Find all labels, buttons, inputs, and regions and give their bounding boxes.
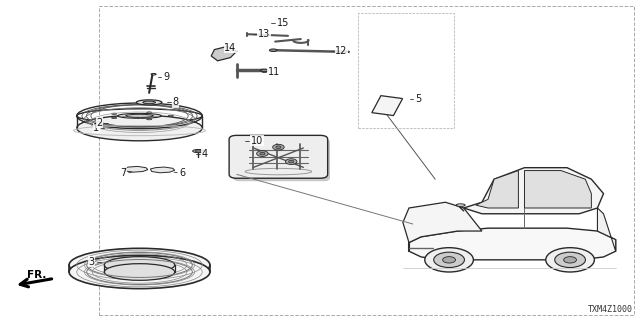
Text: 1: 1 [93,123,99,133]
Ellipse shape [136,100,162,105]
Text: 14: 14 [224,43,236,53]
Ellipse shape [193,149,204,153]
Ellipse shape [69,255,210,289]
Ellipse shape [104,264,175,280]
Polygon shape [211,46,237,61]
Text: 12: 12 [335,46,348,56]
Polygon shape [598,208,616,251]
Ellipse shape [111,113,116,115]
Polygon shape [403,202,482,243]
Ellipse shape [143,101,156,104]
Ellipse shape [151,73,156,75]
Ellipse shape [456,204,465,206]
Ellipse shape [344,51,349,53]
Ellipse shape [257,151,268,156]
FancyBboxPatch shape [234,139,330,181]
Polygon shape [476,171,518,208]
Ellipse shape [546,248,595,272]
Ellipse shape [289,160,294,163]
Polygon shape [525,171,591,208]
Ellipse shape [555,252,586,268]
Ellipse shape [118,113,161,118]
Ellipse shape [147,118,152,120]
Ellipse shape [77,115,202,141]
Text: 8: 8 [173,97,179,108]
Polygon shape [150,167,175,173]
Ellipse shape [564,257,577,263]
Ellipse shape [168,115,173,116]
Ellipse shape [195,150,202,152]
Ellipse shape [125,114,154,117]
Ellipse shape [285,159,297,164]
Ellipse shape [443,257,456,263]
Polygon shape [124,166,148,172]
Text: 10: 10 [251,136,263,146]
Text: 11: 11 [268,67,280,77]
Ellipse shape [104,257,175,273]
Ellipse shape [260,152,265,155]
Polygon shape [409,228,616,260]
Text: 9: 9 [163,72,170,83]
Ellipse shape [260,69,268,72]
Text: 13: 13 [258,29,270,39]
Text: 7: 7 [120,168,127,178]
Text: TXM4Z1000: TXM4Z1000 [588,305,632,314]
Text: 15: 15 [276,18,289,28]
Ellipse shape [269,49,277,52]
Ellipse shape [147,112,152,113]
Ellipse shape [434,252,465,268]
Ellipse shape [425,248,474,272]
Text: 2: 2 [96,117,102,128]
Ellipse shape [111,117,116,118]
Text: 4: 4 [202,148,208,159]
Text: 6: 6 [179,168,186,178]
Polygon shape [463,168,604,214]
Text: 3: 3 [88,257,95,267]
Ellipse shape [276,146,281,148]
FancyBboxPatch shape [229,135,328,178]
Polygon shape [372,96,403,116]
Text: 5: 5 [415,94,421,104]
Ellipse shape [273,144,284,150]
Text: FR.: FR. [28,270,47,280]
Ellipse shape [69,248,210,282]
